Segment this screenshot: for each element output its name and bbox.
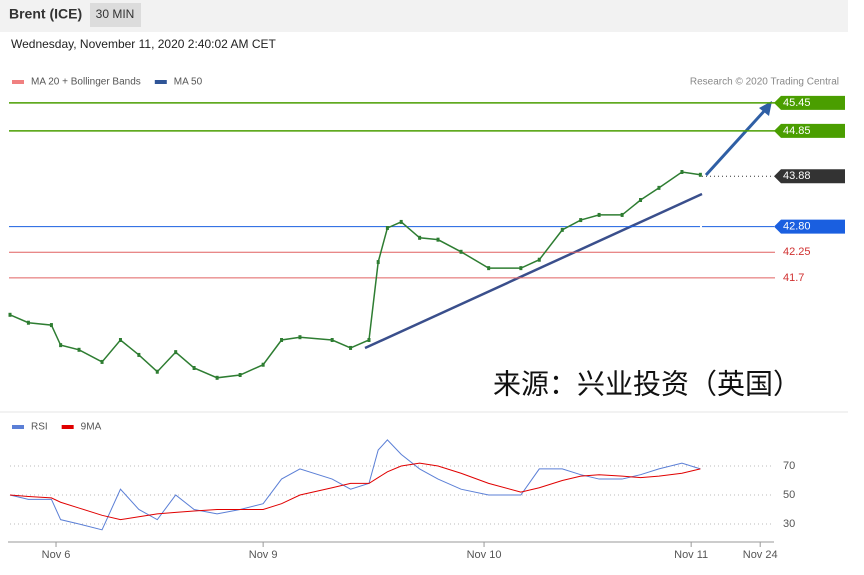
date: Wednesday, November 11, 2020 2:40:02 AM … xyxy=(11,37,276,51)
candle xyxy=(367,338,371,342)
level-tag xyxy=(774,219,845,234)
candle xyxy=(579,218,583,223)
candle xyxy=(698,172,702,177)
candle xyxy=(238,373,242,377)
legend-swatch xyxy=(61,425,74,429)
credit: Research © 2020 Trading Central xyxy=(690,77,839,88)
candle xyxy=(385,226,389,230)
candle xyxy=(376,260,380,265)
candle xyxy=(597,212,601,217)
level-label: 41.7 xyxy=(783,272,804,284)
legend-label: 9MA xyxy=(81,422,102,433)
candle xyxy=(349,345,353,350)
legend-label: MA 50 xyxy=(174,77,203,88)
y-tick-label: 30 xyxy=(783,518,795,530)
candle xyxy=(118,338,122,342)
candle xyxy=(487,266,491,271)
arrow-head xyxy=(759,101,772,116)
candle xyxy=(8,312,12,317)
interval-badge xyxy=(90,3,141,27)
legend-label: MA 20 + Bollinger Bands xyxy=(31,77,141,88)
candle xyxy=(620,212,624,217)
level-label: 44.85 xyxy=(783,125,811,137)
legend-swatch xyxy=(12,425,24,429)
x-tick-label: Nov 24 xyxy=(743,549,778,561)
candle xyxy=(77,347,81,352)
candle xyxy=(298,335,302,340)
candle xyxy=(537,257,541,262)
candle xyxy=(59,343,63,348)
legend-label: RSI xyxy=(31,422,48,433)
candle xyxy=(436,237,440,242)
candle xyxy=(100,359,104,364)
candle xyxy=(49,323,53,328)
level-tag xyxy=(774,95,845,110)
candle xyxy=(639,198,643,202)
legend-swatch xyxy=(12,80,24,84)
watermark: 来源：兴业投资（英国） xyxy=(493,368,801,399)
level-tag xyxy=(774,169,845,184)
candle xyxy=(174,350,178,355)
candle xyxy=(657,185,661,190)
rsi-line xyxy=(9,462,701,521)
candle xyxy=(459,249,463,254)
level-label: 42.80 xyxy=(783,221,811,233)
title: Brent (ICE) xyxy=(9,6,82,22)
candle xyxy=(280,338,284,342)
price-line xyxy=(9,171,701,379)
candle xyxy=(399,219,403,224)
x-tick-label: Nov 6 xyxy=(42,549,71,561)
candle xyxy=(680,170,684,174)
candle xyxy=(155,369,159,374)
trend-line xyxy=(364,192,703,350)
level-label: 45.45 xyxy=(783,97,811,109)
candle xyxy=(418,235,422,240)
candle xyxy=(330,338,334,342)
x-tick-label: Nov 9 xyxy=(249,549,278,561)
candle xyxy=(192,366,196,370)
interval: 30 MIN xyxy=(96,7,135,21)
candle xyxy=(261,362,265,367)
candle xyxy=(560,227,564,232)
header-bar xyxy=(0,0,848,32)
candle xyxy=(26,320,30,325)
candle xyxy=(215,375,219,380)
y-tick-label: 70 xyxy=(783,460,795,472)
legend-swatch xyxy=(154,80,167,84)
level-tag xyxy=(774,123,845,138)
candle xyxy=(137,352,141,357)
forecast-arrow xyxy=(704,107,768,177)
candle xyxy=(519,266,523,271)
x-tick-label: Nov 11 xyxy=(674,549,708,561)
rsi-line xyxy=(9,439,701,531)
level-label: 42.25 xyxy=(783,246,811,258)
level-label: 43.88 xyxy=(783,170,811,182)
y-tick-label: 50 xyxy=(783,489,795,501)
x-tick-label: Nov 10 xyxy=(467,549,502,561)
